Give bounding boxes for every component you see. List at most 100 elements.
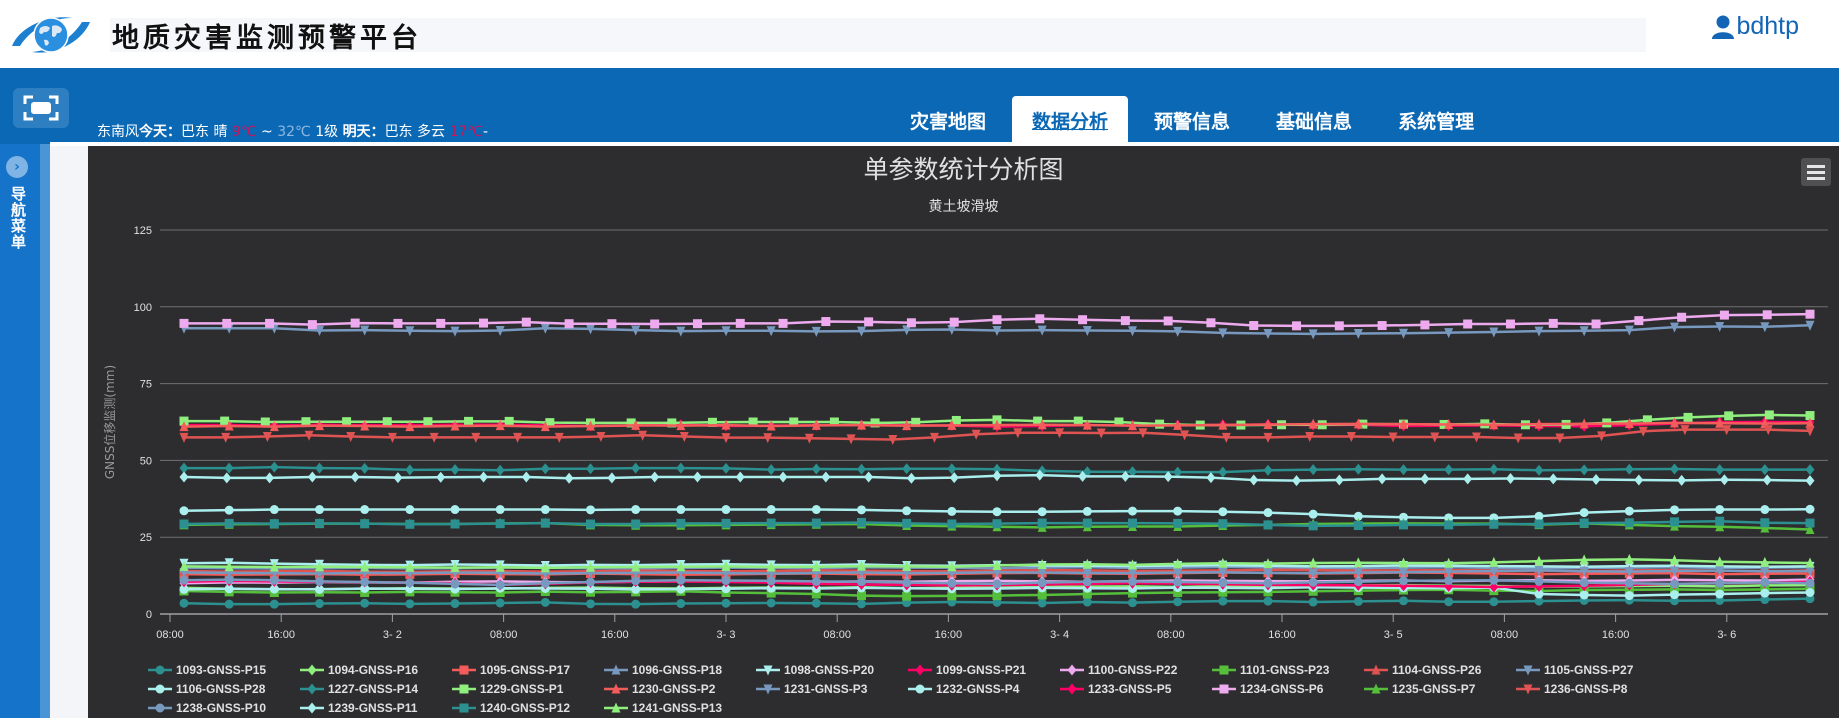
svg-text:25: 25 xyxy=(140,532,152,544)
triangle-marker-icon xyxy=(604,702,628,712)
main-tabs: 灾害地图 数据分析 预警信息 基础信息 系统管理 xyxy=(890,96,1500,144)
svg-text:3- 6: 3- 6 xyxy=(1717,629,1736,641)
legend-label: 1241-GNSS-P13 xyxy=(632,700,723,715)
diamond-marker-icon xyxy=(908,664,932,675)
hamburger-menu-icon xyxy=(1807,164,1825,168)
weather-info: 东南风今天：巴东 晴 9℃ ~ 32℃ 1级 明天：巴东 多云 17℃- xyxy=(97,121,488,141)
legend-item[interactable]: 1105-GNSS-P27 xyxy=(1516,661,1668,678)
today-label: 今天： xyxy=(139,124,181,140)
circle-marker-icon xyxy=(908,684,932,693)
top-header: 地质灾害监测预警平台 bdhtp xyxy=(0,0,1839,68)
series-1241-GNSS-P13[interactable] xyxy=(179,553,1815,573)
legend-item[interactable]: 1238-GNSS-P10 xyxy=(148,699,300,716)
legend-label: 1238-GNSS-P10 xyxy=(176,700,267,715)
legend-item[interactable]: 1101-GNSS-P23 xyxy=(1212,661,1364,678)
diamond-marker-icon xyxy=(300,664,324,675)
triangle-down-marker-icon xyxy=(756,665,780,675)
legend-item[interactable]: 1095-GNSS-P17 xyxy=(452,661,604,678)
diamond-marker-icon xyxy=(1060,683,1084,694)
legend-item[interactable]: 1233-GNSS-P5 xyxy=(1060,680,1212,697)
svg-text:75: 75 xyxy=(140,379,152,391)
today-high-temp: 32℃ xyxy=(277,124,311,140)
wind-direction: 东南风 xyxy=(97,124,139,140)
legend-item[interactable]: 1232-GNSS-P4 xyxy=(908,680,1060,697)
svg-text:08:00: 08:00 xyxy=(156,629,184,641)
square-marker-icon xyxy=(1212,665,1236,674)
legend-item[interactable]: 1235-GNSS-P7 xyxy=(1364,680,1516,697)
svg-text:GNSS位移监测(mm): GNSS位移监测(mm) xyxy=(102,365,117,479)
triangle-marker-icon xyxy=(604,664,628,674)
legend-item[interactable]: 1094-GNSS-P16 xyxy=(300,661,452,678)
content-gutter xyxy=(50,144,88,718)
svg-text:3- 2: 3- 2 xyxy=(383,629,402,641)
user-icon xyxy=(1712,15,1735,39)
fullscreen-button[interactable] xyxy=(13,88,69,128)
sidebar-resize-handle[interactable] xyxy=(40,144,50,718)
user-menu[interactable]: bdhtp xyxy=(1712,12,1799,41)
chevron-right-circle-icon[interactable]: › xyxy=(6,156,28,178)
legend-item[interactable]: 1241-GNSS-P13 xyxy=(604,699,756,716)
square-marker-icon xyxy=(452,665,476,674)
legend-label: 1229-GNSS-P1 xyxy=(480,681,564,696)
legend-label: 1105-GNSS-P27 xyxy=(1544,662,1634,677)
legend-label: 1236-GNSS-P8 xyxy=(1544,681,1628,696)
legend-item[interactable]: 1239-GNSS-P11 xyxy=(300,699,452,716)
svg-text:16:00: 16:00 xyxy=(267,629,295,641)
legend-item[interactable]: 1236-GNSS-P8 xyxy=(1516,680,1668,697)
tab-warning-info[interactable]: 预警信息 xyxy=(1154,110,1231,133)
tomorrow-city: 巴东 xyxy=(384,124,413,140)
svg-text:16:00: 16:00 xyxy=(1602,629,1630,641)
svg-text:3- 3: 3- 3 xyxy=(717,629,736,641)
chart-legend: 1093-GNSS-P15 1094-GNSS-P16 1095-GNSS-P17 1… xyxy=(148,661,1798,716)
legend-item[interactable]: 1234-GNSS-P6 xyxy=(1212,680,1364,697)
tab-system-management[interactable]: 系统管理 xyxy=(1398,110,1475,133)
legend-item[interactable]: 1229-GNSS-P1 xyxy=(452,680,604,697)
legend-label: 1099-GNSS-P21 xyxy=(936,662,1027,677)
legend-label: 1232-GNSS-P4 xyxy=(936,681,1020,696)
legend-label: 1235-GNSS-P7 xyxy=(1392,681,1476,696)
svg-text:08:00: 08:00 xyxy=(823,629,851,641)
series-1230-GNSS-P2[interactable] xyxy=(179,417,1815,432)
tomorrow-low-temp: 17℃ xyxy=(449,124,484,140)
sidebar-label: 导航菜单 xyxy=(9,186,27,250)
legend-label: 1106-GNSS-P28 xyxy=(176,681,266,696)
today-condition: 晴 xyxy=(213,124,228,140)
legend-item[interactable]: 1231-GNSS-P3 xyxy=(756,680,908,697)
legend-label: 1098-GNSS-P20 xyxy=(784,662,875,677)
triangle-down-marker-icon xyxy=(756,684,780,694)
series-1093-GNSS-P15[interactable] xyxy=(179,594,1815,609)
series-1227-GNSS-P14[interactable] xyxy=(179,461,1815,478)
legend-item[interactable]: 1106-GNSS-P28 xyxy=(148,680,300,697)
legend-label: 1095-GNSS-P17 xyxy=(480,662,571,677)
nav-divider xyxy=(50,142,1839,146)
circle-marker-icon xyxy=(148,665,172,674)
hamburger-line xyxy=(1807,176,1825,180)
legend-label: 1094-GNSS-P16 xyxy=(328,662,419,677)
series-1240-GNSS-P12[interactable] xyxy=(179,516,1815,531)
legend-label: 1227-GNSS-P14 xyxy=(328,681,419,696)
legend-item[interactable]: 1096-GNSS-P18 xyxy=(604,661,756,678)
square-marker-icon xyxy=(1212,684,1236,693)
series-1239-GNSS-P11[interactable] xyxy=(179,469,1815,487)
legend-item[interactable]: 1100-GNSS-P22 xyxy=(1060,661,1212,678)
legend-label: 1096-GNSS-P18 xyxy=(632,662,723,677)
nav-sidebar[interactable]: › 导航菜单 xyxy=(0,144,40,718)
tab-disaster-map[interactable]: 灾害地图 xyxy=(910,110,987,133)
diamond-marker-icon xyxy=(300,683,324,694)
legend-item[interactable]: 1104-GNSS-P26 xyxy=(1364,661,1516,678)
legend-item[interactable]: 1098-GNSS-P20 xyxy=(756,661,908,678)
series-1234-GNSS-P6[interactable] xyxy=(179,309,1815,331)
legend-item[interactable]: 1099-GNSS-P21 xyxy=(908,661,1060,678)
legend-label: 1100-GNSS-P22 xyxy=(1088,662,1178,677)
legend-item[interactable]: 1093-GNSS-P15 xyxy=(148,661,300,678)
legend-label: 1101-GNSS-P23 xyxy=(1240,662,1330,677)
chart-menu-button[interactable] xyxy=(1801,158,1831,186)
tab-data-analysis[interactable]: 数据分析 xyxy=(1012,96,1129,144)
tab-basic-info[interactable]: 基础信息 xyxy=(1276,110,1353,133)
legend-item[interactable]: 1227-GNSS-P14 xyxy=(300,680,452,697)
legend-label: 1231-GNSS-P3 xyxy=(784,681,868,696)
legend-item[interactable]: 1230-GNSS-P2 xyxy=(604,680,756,697)
legend-item[interactable]: 1240-GNSS-P12 xyxy=(452,699,604,716)
series-1238-GNSS-P10[interactable] xyxy=(179,575,1815,590)
series-1236-GNSS-P8[interactable] xyxy=(179,425,1815,446)
